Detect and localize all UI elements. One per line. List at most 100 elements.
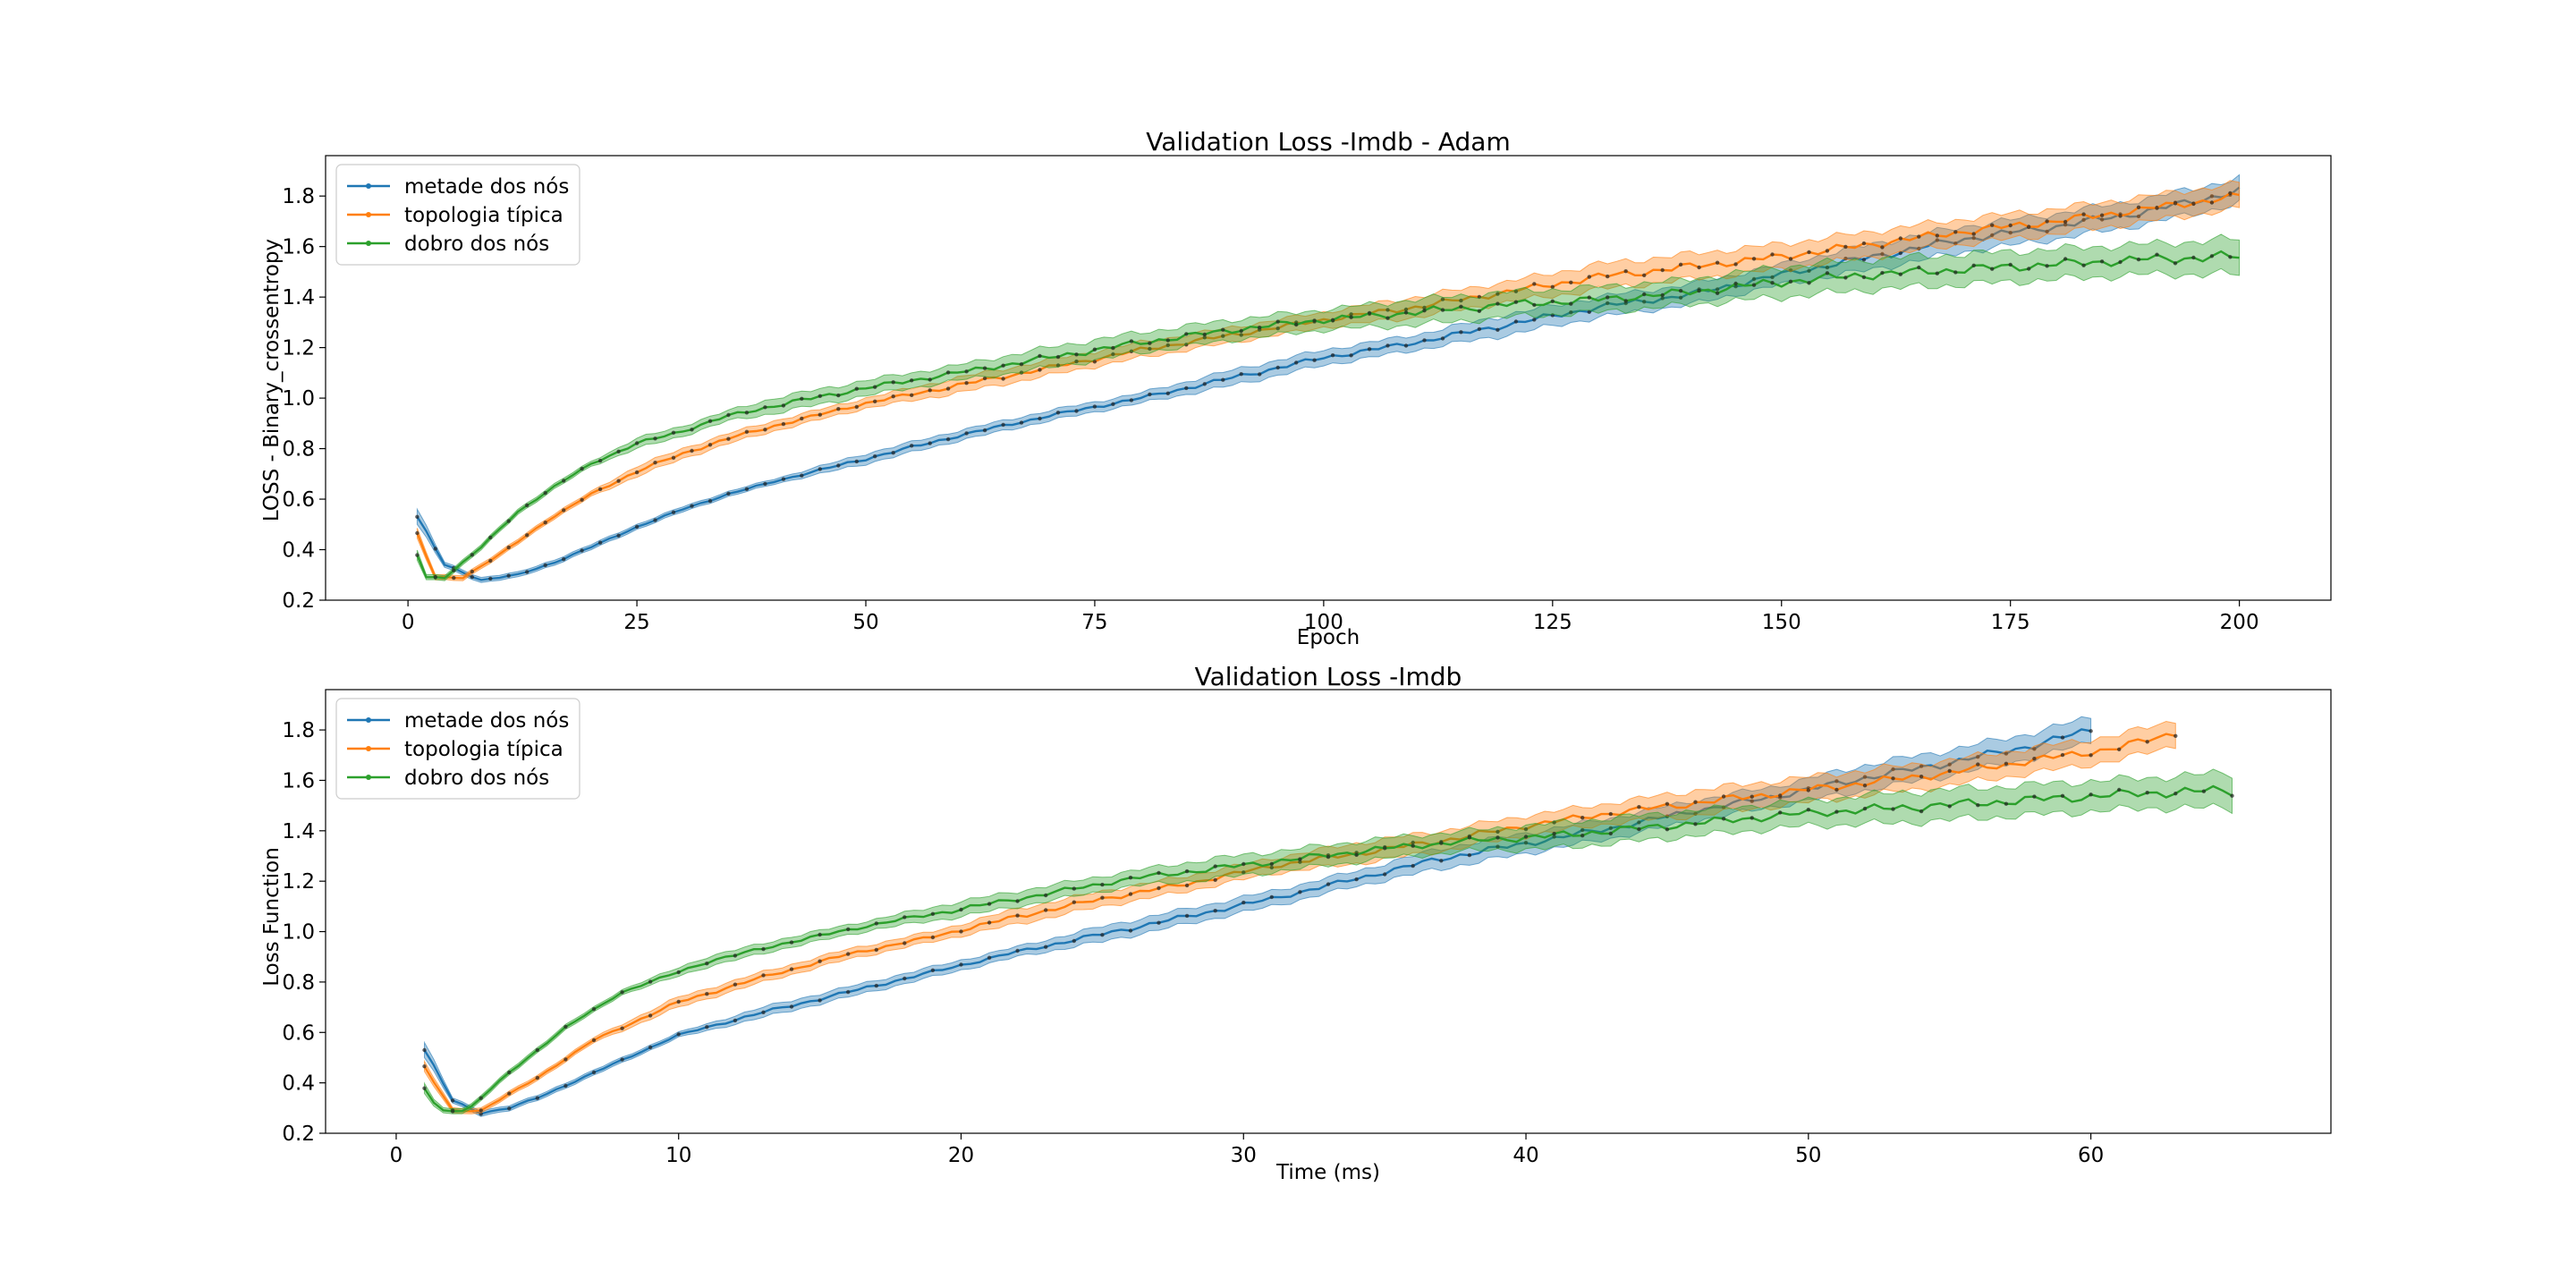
data-point bbox=[902, 941, 907, 945]
data-point bbox=[1665, 827, 1670, 832]
legend-label: topologia típica bbox=[404, 738, 564, 761]
data-point bbox=[2004, 761, 2009, 766]
legend-label: dobro dos nós bbox=[404, 233, 549, 256]
data-point bbox=[597, 487, 603, 492]
data-point bbox=[1496, 292, 1500, 296]
data-point bbox=[1385, 308, 1390, 312]
data-point bbox=[1015, 899, 1020, 903]
data-point bbox=[1862, 784, 1868, 788]
data-point bbox=[2209, 194, 2215, 199]
data-point bbox=[1157, 870, 1161, 876]
x-tick-label: 40 bbox=[1513, 1144, 1538, 1167]
data-point bbox=[634, 441, 640, 445]
data-point bbox=[1608, 811, 1614, 817]
data-point bbox=[2045, 264, 2049, 268]
data-point bbox=[1239, 372, 1243, 377]
data-point bbox=[818, 412, 822, 417]
data-point bbox=[543, 521, 547, 525]
data-point bbox=[648, 1013, 653, 1018]
data-point bbox=[1919, 764, 1924, 768]
data-point bbox=[620, 1026, 624, 1030]
data-point bbox=[1439, 841, 1444, 845]
data-point bbox=[1608, 826, 1614, 830]
data-point bbox=[873, 454, 877, 459]
data-point bbox=[1587, 275, 1592, 279]
data-point bbox=[836, 407, 841, 411]
data-point bbox=[1072, 886, 1077, 891]
data-point bbox=[1496, 327, 1500, 332]
data-point bbox=[945, 386, 951, 391]
data-point bbox=[634, 524, 640, 530]
data-point bbox=[1976, 762, 1980, 767]
series-markers bbox=[415, 191, 2233, 580]
data-point bbox=[2032, 757, 2037, 761]
data-point bbox=[1523, 841, 1529, 845]
data-point bbox=[945, 370, 951, 375]
data-point bbox=[836, 393, 841, 398]
data-point bbox=[535, 1047, 539, 1053]
data-point bbox=[1044, 908, 1048, 912]
data-point bbox=[1312, 318, 1317, 323]
legend-label: topologia típica bbox=[404, 204, 564, 227]
data-point bbox=[1275, 319, 1280, 324]
data-point bbox=[525, 503, 530, 508]
data-point bbox=[964, 369, 969, 374]
data-point bbox=[507, 1091, 512, 1096]
data-point bbox=[1580, 827, 1585, 833]
x-tick-label: 30 bbox=[1231, 1144, 1257, 1167]
data-point bbox=[525, 570, 530, 574]
data-point bbox=[2230, 793, 2234, 798]
data-point bbox=[450, 1098, 455, 1103]
data-point bbox=[2155, 206, 2159, 210]
data-point bbox=[1422, 338, 1427, 343]
x-tick-label: 10 bbox=[665, 1144, 691, 1167]
data-point bbox=[1202, 335, 1208, 340]
data-point bbox=[1239, 328, 1243, 334]
data-point bbox=[2136, 205, 2141, 209]
data-point bbox=[1532, 282, 1537, 286]
data-point bbox=[1580, 834, 1585, 838]
data-point bbox=[1835, 779, 1839, 784]
data-point bbox=[1947, 768, 1952, 774]
data-point bbox=[653, 461, 657, 465]
data-point bbox=[1213, 909, 1217, 913]
data-point bbox=[1148, 341, 1152, 345]
x-tick-label: 150 bbox=[1762, 611, 1801, 634]
y-axis: 0.2 0.4 0.6 0.8 1.0 1.2 1.4 1.6 1.8 bbox=[282, 719, 326, 1146]
data-point bbox=[1403, 343, 1409, 348]
data-point bbox=[1496, 829, 1500, 835]
data-point bbox=[2209, 254, 2215, 258]
data-point bbox=[415, 553, 419, 557]
data-point bbox=[422, 1047, 427, 1053]
data-point bbox=[1751, 276, 1757, 282]
data-point bbox=[1111, 345, 1115, 351]
data-point bbox=[1044, 893, 1048, 898]
data-point bbox=[873, 399, 877, 403]
chart-title: Validation Loss -Imdb bbox=[1195, 662, 1462, 691]
legend-entry: topologia típica bbox=[347, 204, 564, 227]
series-markers bbox=[422, 787, 2234, 1114]
data-point bbox=[726, 412, 731, 418]
data-point bbox=[1184, 332, 1189, 336]
data-point bbox=[1349, 315, 1353, 319]
data-point bbox=[1383, 872, 1387, 877]
data-point bbox=[1459, 330, 1463, 335]
y-tick-label: 1.0 bbox=[282, 387, 315, 411]
data-point bbox=[2136, 257, 2141, 262]
y-tick-label: 1.0 bbox=[282, 921, 315, 945]
data-point bbox=[2027, 225, 2031, 229]
data-point bbox=[2155, 252, 2159, 257]
data-point bbox=[1861, 275, 1867, 280]
data-point bbox=[1891, 807, 1895, 811]
data-point bbox=[1128, 928, 1133, 933]
legend-marker bbox=[366, 183, 371, 189]
data-point bbox=[452, 575, 456, 580]
data-point bbox=[2099, 217, 2105, 222]
data-point bbox=[1587, 309, 1592, 314]
data-point bbox=[726, 436, 731, 441]
data-point bbox=[705, 992, 709, 996]
data-point bbox=[1715, 287, 1720, 292]
data-point bbox=[959, 929, 963, 934]
data-point bbox=[1275, 326, 1280, 331]
x-tick-label: 100 bbox=[1304, 611, 1343, 634]
